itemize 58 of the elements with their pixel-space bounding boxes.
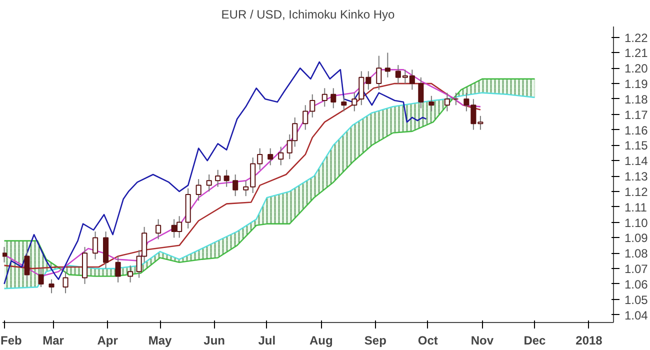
x-tick-label: 2018 xyxy=(576,334,603,348)
y-tick-label: 1.22 xyxy=(624,30,648,45)
candlestick xyxy=(444,92,450,112)
y-tick-label: 1.11 xyxy=(624,200,648,214)
y-tick-label: 1.07 xyxy=(624,262,648,276)
candlestick xyxy=(206,174,212,192)
x-tick-label: Dec xyxy=(524,334,546,348)
candlestick xyxy=(322,88,328,108)
x-tick-label: Sep xyxy=(364,334,386,348)
candlestick xyxy=(38,268,44,288)
y-tick-label: 1.12 xyxy=(624,184,648,199)
candlestick xyxy=(224,169,230,188)
line-series xyxy=(4,61,427,285)
candlestick xyxy=(115,256,121,283)
candlestick xyxy=(128,264,134,283)
y-tick-label: 1.13 xyxy=(624,170,648,184)
candlestick xyxy=(278,146,284,166)
y-tick-label: 1.15 xyxy=(624,138,648,153)
x-tick-label: Jul xyxy=(258,334,276,348)
candlestick xyxy=(418,76,424,109)
x-tick-label: Oct xyxy=(418,334,438,348)
y-tick-label: 1.10 xyxy=(624,216,648,230)
candlestick xyxy=(428,95,434,112)
y-tick-label: 1.05 xyxy=(624,292,648,307)
y-tick-label: 1.16 xyxy=(624,123,648,138)
y-tick-label: 1.09 xyxy=(624,231,648,246)
x-tick-label: Aug xyxy=(309,334,333,348)
candlestick xyxy=(2,246,8,263)
x-tick-label: Jun xyxy=(204,334,226,348)
candlestick xyxy=(62,271,68,294)
x-tick-label: Feb xyxy=(0,334,22,348)
y-tick-label: 1.04 xyxy=(624,308,648,322)
candlestick xyxy=(156,218,162,240)
y-tick-label: 1.19 xyxy=(624,77,648,92)
x-tick-label: May xyxy=(148,334,172,348)
y-tick-label: 1.18 xyxy=(624,92,648,106)
x-tick-label: Mar xyxy=(42,334,64,348)
x-tick-label: Nov xyxy=(470,334,494,348)
candlestick xyxy=(92,231,98,260)
candlestick xyxy=(24,250,30,282)
chart-title: EUR / USD, Ichimoku Kinko Hyo xyxy=(221,8,396,22)
y-tick-label: 1.20 xyxy=(624,62,648,76)
y-tick-label: 1.21 xyxy=(624,46,648,60)
candlestick xyxy=(341,95,347,112)
x-tick-label: Apr xyxy=(97,334,118,348)
y-tick-label: 1.17 xyxy=(624,108,648,122)
candlestick xyxy=(384,52,390,78)
y-tick-label: 1.14 xyxy=(624,154,648,168)
candlestick xyxy=(48,278,54,294)
candlestick xyxy=(232,174,238,197)
y-tick-label: 1.06 xyxy=(624,277,648,292)
candlestick xyxy=(215,169,221,188)
y-tick-label: 1.08 xyxy=(624,246,648,261)
candlestick xyxy=(196,178,202,202)
candlestick xyxy=(268,148,274,166)
candlestick xyxy=(330,88,336,109)
candlestick xyxy=(453,92,459,106)
candlestick xyxy=(376,55,382,90)
